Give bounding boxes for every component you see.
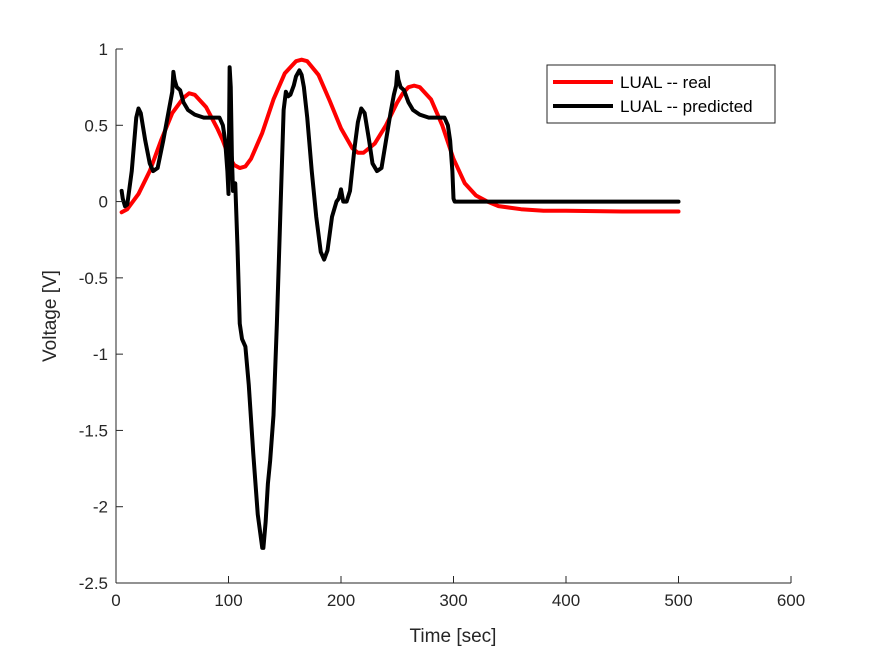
y-tick-label: -1 bbox=[93, 345, 108, 364]
series-line-0 bbox=[119, 57, 681, 215]
tick-labels: 0 100 200 300 400 500 600 -2.5 -2 -1.5 -1 -0.5 0 0.5 1 bbox=[79, 40, 805, 610]
x-tick-label: 600 bbox=[777, 591, 805, 610]
x-tick-label: 300 bbox=[439, 591, 467, 610]
legend-box bbox=[546, 64, 776, 124]
y-tick-label: 1 bbox=[99, 40, 108, 59]
y-axis-label: Voltage [V] bbox=[40, 270, 61, 362]
y-tick-label: -1.5 bbox=[79, 421, 108, 440]
x-tick-label: 500 bbox=[664, 591, 692, 610]
y-tick-label: -2.5 bbox=[79, 574, 108, 593]
x-tick-label: 0 bbox=[111, 591, 120, 610]
legend: LUAL -- real LUAL -- predicted bbox=[546, 64, 776, 124]
legend-label-real: LUAL -- real bbox=[620, 73, 711, 92]
x-tick-label: 100 bbox=[214, 591, 242, 610]
y-tick-label: 0 bbox=[99, 193, 108, 212]
series-layer bbox=[119, 57, 681, 550]
y-tick-label: 0.5 bbox=[84, 116, 108, 135]
x-tick-label: 400 bbox=[552, 591, 580, 610]
y-tick-label: -0.5 bbox=[79, 269, 108, 288]
x-tick-label: 200 bbox=[327, 591, 355, 610]
plot-area: 0 100 200 300 400 500 600 -2.5 -2 -1.5 -1 -0.5 0 0.5 1 bbox=[79, 40, 805, 610]
y-tick-label: -2 bbox=[93, 498, 108, 517]
x-axis-label: Time [sec] bbox=[410, 626, 497, 647]
axes bbox=[115, 48, 792, 584]
series-line-1 bbox=[119, 65, 681, 550]
legend-label-predicted: LUAL -- predicted bbox=[620, 97, 753, 116]
